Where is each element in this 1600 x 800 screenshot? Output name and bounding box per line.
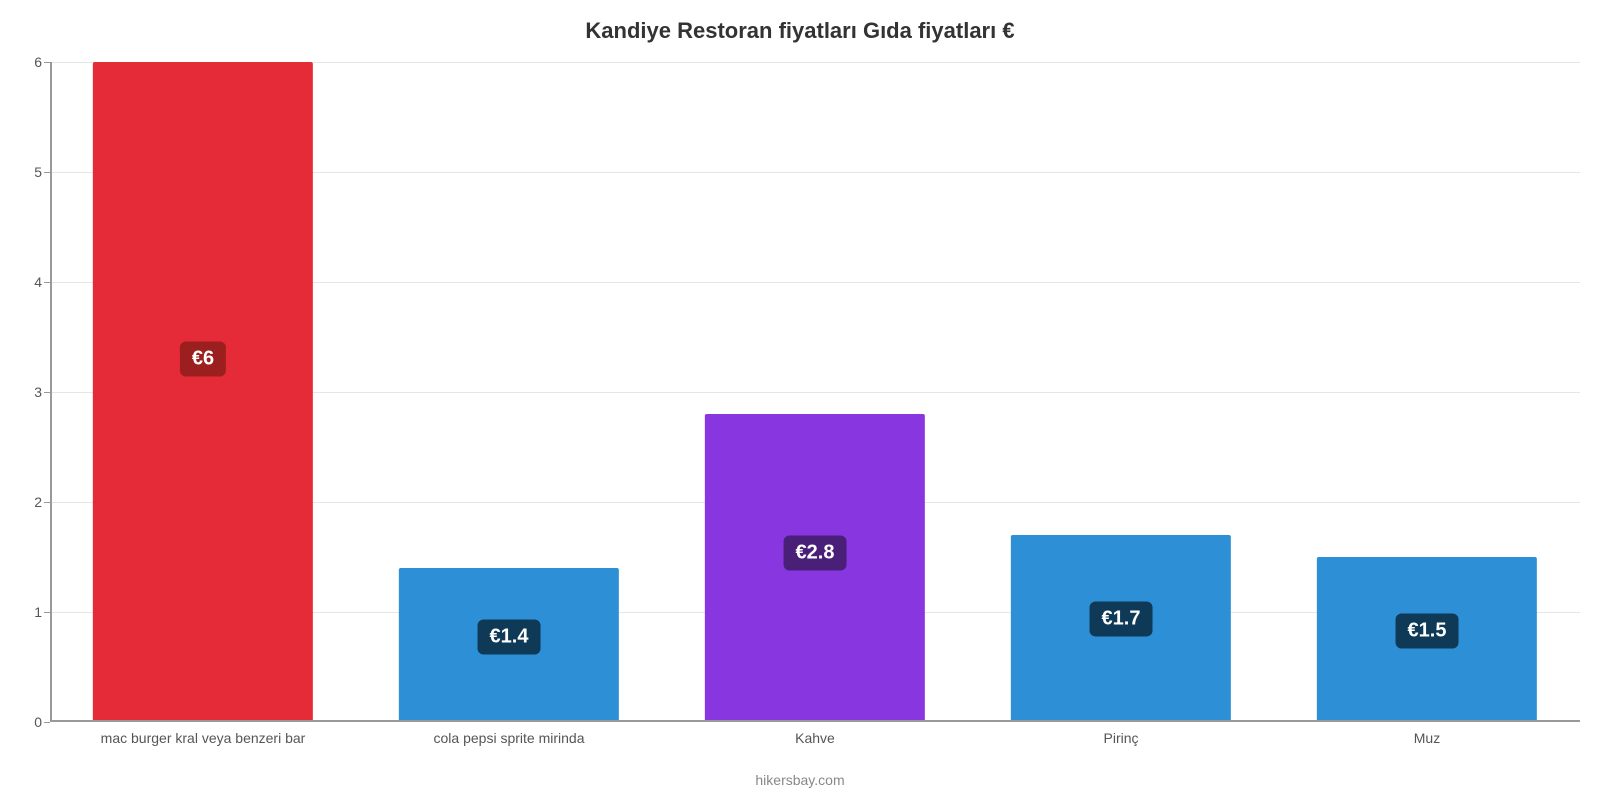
bar-slot: €1.5Muz: [1274, 62, 1580, 722]
value-badge: €1.4: [478, 620, 541, 655]
category-label: cola pepsi sprite mirinda: [434, 730, 585, 746]
y-tick-label: 2: [18, 494, 42, 510]
y-tick-label: 3: [18, 384, 42, 400]
value-badge: €2.8: [784, 535, 847, 570]
category-label: Kahve: [795, 730, 835, 746]
bar-slot: €2.8Kahve: [662, 62, 968, 722]
y-tick-label: 5: [18, 164, 42, 180]
y-tick-mark: [44, 612, 50, 613]
bar-slot: €1.7Pirinç: [968, 62, 1274, 722]
y-tick-mark: [44, 282, 50, 283]
y-tick-mark: [44, 502, 50, 503]
price-bar-chart: Kandiye Restoran fiyatları Gıda fiyatlar…: [0, 0, 1600, 800]
y-tick-label: 0: [18, 714, 42, 730]
y-tick-label: 6: [18, 54, 42, 70]
y-tick-mark: [44, 172, 50, 173]
category-label: Pirinç: [1103, 730, 1138, 746]
category-label: Muz: [1414, 730, 1440, 746]
chart-title: Kandiye Restoran fiyatları Gıda fiyatlar…: [0, 18, 1600, 44]
bar-slot: €6mac burger kral veya benzeri bar: [50, 62, 356, 722]
value-badge: €1.7: [1090, 602, 1153, 637]
plot-area: €6mac burger kral veya benzeri bar€1.4co…: [50, 62, 1580, 722]
y-axis: [50, 62, 52, 722]
category-label: mac burger kral veya benzeri bar: [101, 730, 306, 746]
x-axis: [50, 720, 1580, 722]
y-tick-label: 1: [18, 604, 42, 620]
value-badge: €6: [180, 342, 226, 377]
value-badge: €1.5: [1396, 614, 1459, 649]
y-tick-label: 4: [18, 274, 42, 290]
bar: [93, 62, 313, 722]
chart-footer: hikersbay.com: [0, 772, 1600, 788]
bar-series: €6mac burger kral veya benzeri bar€1.4co…: [50, 62, 1580, 722]
y-tick-mark: [44, 62, 50, 63]
bar-slot: €1.4cola pepsi sprite mirinda: [356, 62, 662, 722]
y-tick-mark: [44, 392, 50, 393]
y-tick-mark: [44, 722, 50, 723]
